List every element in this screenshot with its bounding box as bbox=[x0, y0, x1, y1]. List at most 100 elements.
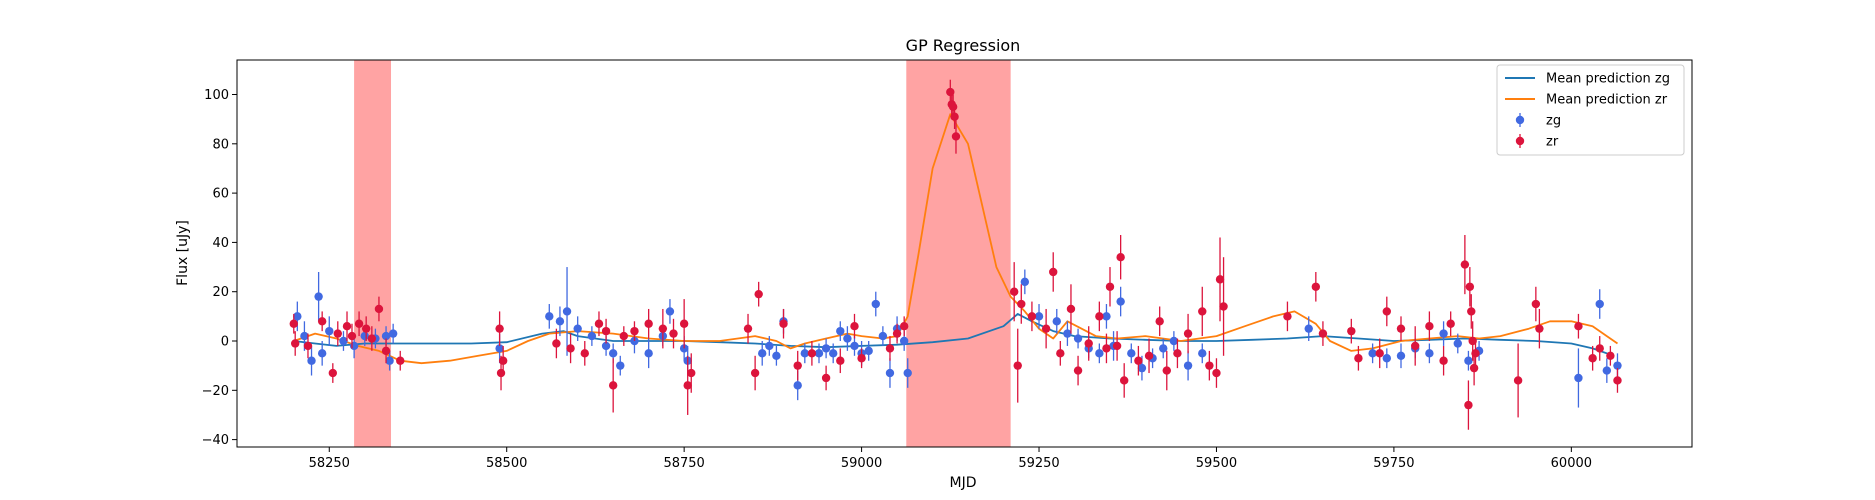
zr-point bbox=[396, 350, 405, 371]
zg-point bbox=[665, 299, 675, 324]
zr-point bbox=[1105, 267, 1115, 307]
zg-point bbox=[843, 326, 852, 351]
zr-point bbox=[566, 333, 575, 364]
zr-point bbox=[1396, 316, 1406, 342]
y-tick-label: −40 bbox=[202, 433, 229, 448]
zg-point bbox=[293, 301, 302, 332]
zr-point bbox=[1595, 336, 1604, 361]
zr-point bbox=[291, 331, 300, 356]
zg-point bbox=[821, 338, 831, 359]
zg-point bbox=[545, 304, 554, 329]
x-tick-label: 59750 bbox=[1373, 456, 1414, 471]
legend-item-mean-prediction-zr: Mean prediction zr bbox=[1505, 93, 1668, 108]
zr-point bbox=[1155, 306, 1164, 337]
zg-point bbox=[562, 267, 572, 356]
zg-point bbox=[1063, 321, 1072, 346]
zr-point bbox=[1531, 286, 1541, 322]
zg-point bbox=[1095, 343, 1104, 364]
zr-point bbox=[552, 328, 561, 359]
zr-point bbox=[1049, 252, 1058, 292]
zg-point bbox=[1464, 350, 1473, 371]
zg-point bbox=[317, 341, 327, 366]
zr-point bbox=[342, 311, 352, 342]
zr-point bbox=[1375, 338, 1384, 369]
zg-point bbox=[1425, 343, 1434, 364]
zr-point bbox=[1446, 311, 1455, 337]
zr-point bbox=[644, 308, 653, 339]
zr-point bbox=[608, 358, 618, 413]
zg-point bbox=[1453, 333, 1462, 354]
x-tick-label: 58500 bbox=[486, 456, 527, 471]
mean-prediction-zr-line bbox=[293, 113, 1619, 365]
zg-point bbox=[339, 331, 348, 351]
zr-point bbox=[1027, 301, 1037, 332]
zr-point bbox=[289, 313, 298, 334]
zr-point bbox=[1467, 294, 1476, 329]
zr-point bbox=[1112, 331, 1122, 361]
y-tick-label: 80 bbox=[212, 137, 229, 152]
legend-marker-swatch bbox=[1515, 136, 1525, 146]
zg-point bbox=[758, 341, 767, 366]
zr-point bbox=[1119, 363, 1129, 398]
zg-point bbox=[850, 336, 859, 356]
legend-box bbox=[1496, 64, 1685, 156]
zg-point bbox=[555, 306, 565, 337]
zr-point bbox=[793, 350, 802, 381]
zg-point bbox=[864, 341, 873, 361]
zr-point bbox=[1212, 358, 1221, 388]
zr-point bbox=[885, 336, 895, 361]
observation-points bbox=[289, 79, 1622, 430]
zr-point bbox=[951, 119, 961, 154]
y-tick-label: 0 bbox=[221, 335, 229, 350]
zg-point bbox=[1034, 304, 1044, 329]
zr-point bbox=[367, 326, 377, 351]
zr-point bbox=[328, 363, 338, 383]
y-tick-label: 40 bbox=[212, 236, 229, 251]
legend-marker-swatch bbox=[1515, 115, 1525, 125]
zg-point bbox=[1396, 343, 1406, 369]
zr-point bbox=[857, 348, 866, 369]
zg-point bbox=[385, 350, 394, 371]
zr-point bbox=[1219, 257, 1228, 356]
plot-area-frame bbox=[236, 59, 1693, 448]
zr-point bbox=[1574, 313, 1583, 339]
zr-point bbox=[361, 316, 371, 342]
zr-point bbox=[1471, 338, 1480, 369]
y-axis-label: Flux [uJy] bbox=[175, 220, 191, 286]
legend-label: zr bbox=[1546, 135, 1559, 150]
zr-point bbox=[1162, 350, 1171, 391]
zr-point bbox=[1198, 286, 1207, 337]
zg-point bbox=[1073, 328, 1083, 349]
legend-item-zr: zr bbox=[1515, 134, 1559, 150]
zr-point bbox=[836, 348, 845, 374]
zr-point bbox=[333, 321, 342, 346]
zg-point bbox=[1602, 358, 1612, 383]
chart-title: GP Regression bbox=[906, 36, 1021, 55]
zr-point bbox=[687, 353, 696, 393]
y-tick-label: 20 bbox=[212, 285, 229, 300]
zr-point bbox=[1513, 343, 1523, 418]
zr-point bbox=[1613, 368, 1622, 393]
zr-point bbox=[354, 311, 364, 337]
zg-point bbox=[616, 355, 625, 376]
zg-point bbox=[871, 291, 880, 317]
x-tick-label: 58750 bbox=[663, 456, 704, 471]
zg-point bbox=[1020, 269, 1030, 295]
zr-point bbox=[347, 323, 357, 349]
legend-label: Mean prediction zr bbox=[1546, 93, 1668, 108]
zr-point bbox=[1464, 380, 1473, 430]
zg-point bbox=[1304, 316, 1313, 342]
zr-point bbox=[1606, 345, 1615, 366]
zg-point bbox=[1595, 289, 1604, 319]
zg-point bbox=[1116, 286, 1125, 317]
zr-point bbox=[892, 323, 902, 344]
zr-point bbox=[950, 104, 959, 130]
zr-point bbox=[821, 365, 831, 391]
zr-point bbox=[303, 333, 313, 359]
zr-point bbox=[1041, 308, 1051, 349]
y-tick-label: −20 bbox=[202, 384, 229, 399]
zg-point bbox=[388, 323, 398, 344]
zr-point bbox=[1311, 271, 1321, 302]
zr-point bbox=[1183, 313, 1193, 354]
zg-point bbox=[836, 321, 845, 342]
